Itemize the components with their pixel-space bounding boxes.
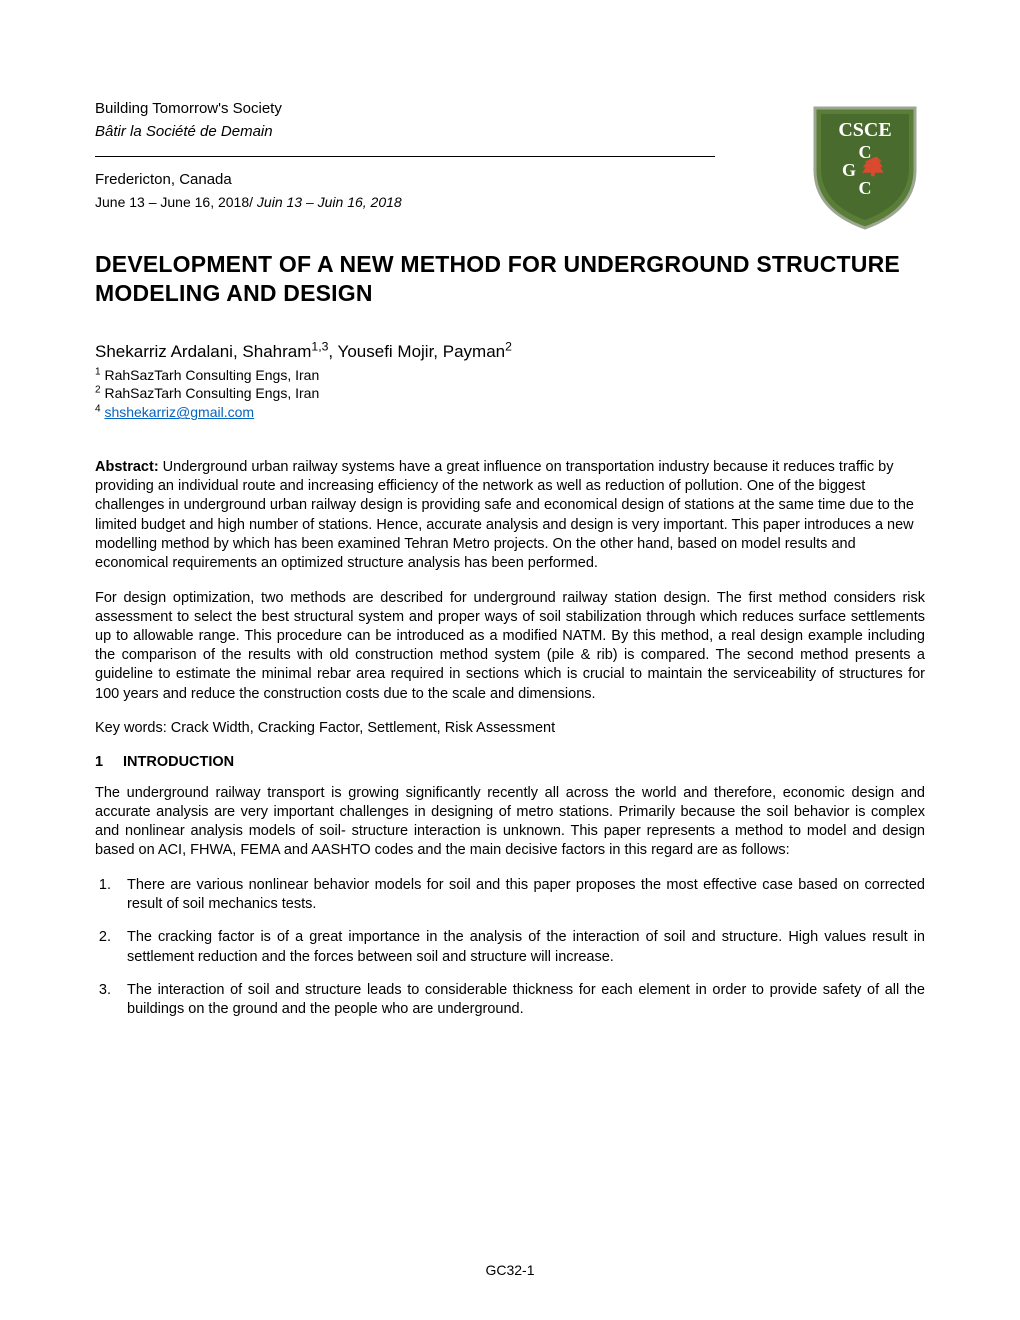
svg-text:C: C bbox=[859, 178, 872, 198]
author-1-sup: 1,3 bbox=[311, 339, 328, 353]
svg-text:C: C bbox=[859, 142, 872, 162]
conference-tagline-fr: Bâtir la Société de Demain bbox=[95, 123, 925, 140]
affiliation-email-line: 4 shshekarriz@gmail.com bbox=[95, 403, 925, 422]
dates-english: June 13 – June 16, 2018/ bbox=[95, 194, 257, 210]
abstract-paragraph-1: Abstract: Underground urban railway syst… bbox=[95, 458, 925, 573]
conference-location: Fredericton, Canada bbox=[95, 171, 925, 188]
list-item: The cracking factor is of a great import… bbox=[115, 928, 925, 966]
affil-1-text: RahSazTarh Consulting Engs, Iran bbox=[101, 367, 320, 383]
csce-logo-icon: CSCE C G C bbox=[805, 100, 925, 230]
page-number: GC32-1 bbox=[0, 1262, 1020, 1278]
point-1-lead: There bbox=[127, 877, 165, 893]
author-2-sup: 2 bbox=[505, 339, 512, 353]
spacer bbox=[95, 422, 925, 458]
conference-dates: June 13 – June 16, 2018/ Juin 13 – Juin … bbox=[95, 194, 925, 210]
abstract-label: Abstract: bbox=[95, 459, 159, 475]
author-1: Shekarriz Ardalani, Shahram bbox=[95, 342, 311, 361]
affiliation-1: 1 RahSazTarh Consulting Engs, Iran bbox=[95, 366, 925, 385]
affiliation-2: 2 RahSazTarh Consulting Engs, Iran bbox=[95, 384, 925, 403]
abstract-text-1: Underground urban railway systems have a… bbox=[95, 459, 914, 571]
intro-paragraph: The underground railway transport is gro… bbox=[95, 784, 925, 861]
intro-points-list: There are various nonlinear behavior mod… bbox=[95, 876, 925, 1019]
point-1-rest: are various nonlinear behavior models fo… bbox=[127, 877, 925, 912]
section-1-heading: 1INTRODUCTION bbox=[95, 754, 925, 770]
author-line: Shekarriz Ardalani, Shahram1,3, Yousefi … bbox=[95, 342, 925, 362]
svg-text:CSCE: CSCE bbox=[838, 119, 891, 141]
affil-4-sup: 4 bbox=[95, 404, 101, 415]
author-2: , Yousefi Mojir, Payman bbox=[328, 342, 505, 361]
dates-french: Juin 13 – Juin 16, 2018 bbox=[257, 194, 402, 210]
keywords-line: Key words: Crack Width, Cracking Factor,… bbox=[95, 720, 925, 736]
svg-text:G: G bbox=[842, 160, 856, 180]
abstract-paragraph-2: For design optimization, two methods are… bbox=[95, 589, 925, 704]
header-divider bbox=[95, 156, 715, 157]
conference-tagline-en: Building Tomorrow's Society bbox=[95, 100, 925, 117]
author-email-link[interactable]: shshekarriz@gmail.com bbox=[104, 404, 254, 420]
list-item: The interaction of soil and structure le… bbox=[115, 981, 925, 1019]
section-1-number: 1 bbox=[95, 754, 123, 770]
list-item: There are various nonlinear behavior mod… bbox=[115, 876, 925, 914]
affil-2-text: RahSazTarh Consulting Engs, Iran bbox=[101, 385, 320, 401]
header-block: Building Tomorrow's Society Bâtir la Soc… bbox=[95, 100, 925, 210]
section-1-title: INTRODUCTION bbox=[123, 754, 234, 770]
page-root: Building Tomorrow's Society Bâtir la Soc… bbox=[0, 0, 1020, 1320]
paper-title: DEVELOPMENT OF A NEW METHOD FOR UNDERGRO… bbox=[95, 250, 925, 308]
